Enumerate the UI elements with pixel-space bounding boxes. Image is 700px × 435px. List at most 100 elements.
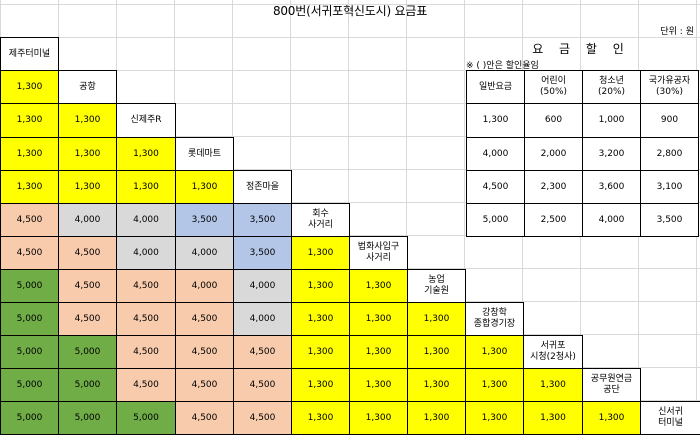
fare-cell: 4,500 <box>233 401 292 435</box>
discount-value-cell: 3,100 <box>640 170 699 204</box>
fare-cell: 5,000 <box>116 401 176 435</box>
fare-cell: 1,300 <box>349 368 408 402</box>
fare-cell: 1,300 <box>291 302 350 336</box>
fare-cell: 1,300 <box>465 401 524 435</box>
discount-value-cell: 2,000 <box>524 137 583 171</box>
station-header-cell: 신제주R <box>116 103 176 138</box>
fare-cell: 4,500 <box>58 269 117 303</box>
discount-note: ※ ( )안은 할인율임 <box>466 61 539 71</box>
fare-cell: 1,300 <box>116 137 176 171</box>
fare-cell: 1,300 <box>291 269 350 303</box>
discount-value-cell: 4,000 <box>582 203 641 237</box>
fare-cell: 1,300 <box>407 368 466 402</box>
fare-cell: 1,300 <box>349 401 408 435</box>
station-header-cell: 농업 기술원 <box>407 269 466 303</box>
fare-cell: 1,300 <box>0 170 59 204</box>
discount-value-cell: 1,000 <box>582 103 641 138</box>
fare-cell: 4,000 <box>116 203 176 237</box>
fare-cell: 4,000 <box>116 236 176 270</box>
fare-cell: 1,300 <box>349 335 408 369</box>
fare-cell: 4,500 <box>116 368 176 402</box>
fare-cell: 4,500 <box>116 269 176 303</box>
fare-cell: 1,300 <box>407 302 466 336</box>
fare-cell: 1,300 <box>175 170 234 204</box>
fare-cell: 4,500 <box>0 236 59 270</box>
fare-cell: 4,500 <box>175 368 234 402</box>
fare-cell: 3,500 <box>175 203 234 237</box>
discount-value-cell: 5,000 <box>466 203 525 237</box>
discount-value-cell: 900 <box>640 103 699 138</box>
fare-cell: 4,000 <box>233 269 292 303</box>
fare-cell: 1,300 <box>0 137 59 171</box>
discount-header-cell: 국가유공자 (30%) <box>640 70 699 104</box>
station-header-cell: 법화사입구 사거리 <box>349 236 408 270</box>
discount-header-cell: 청소년 (20%) <box>582 70 641 104</box>
fare-cell: 1,300 <box>523 401 583 435</box>
fare-cell: 4,500 <box>0 203 59 237</box>
fare-cell: 5,000 <box>0 401 59 435</box>
fare-cell: 4,500 <box>116 302 176 336</box>
fare-cell: 1,300 <box>465 368 524 402</box>
fare-cell: 1,300 <box>58 137 117 171</box>
fare-cell: 1,300 <box>0 70 59 104</box>
fare-cell: 4,500 <box>175 302 234 336</box>
station-header-cell: 제주터미널 <box>0 37 59 71</box>
discount-value-cell: 2,300 <box>524 170 583 204</box>
discount-title: 요 금 할 인 <box>532 42 630 56</box>
station-header-cell: 공항 <box>58 70 117 104</box>
discount-value-cell: 4,500 <box>466 170 525 204</box>
fare-cell: 5,000 <box>0 269 59 303</box>
fare-cell: 1,300 <box>407 335 466 369</box>
page-title: 800번(서귀포혁신도시) 요금표 <box>272 4 428 18</box>
fare-cell: 3,500 <box>233 236 292 270</box>
discount-value-cell: 1,300 <box>466 103 525 138</box>
discount-header-cell: 어린이 (50%) <box>524 70 583 104</box>
fare-cell: 1,300 <box>291 335 350 369</box>
fare-cell: 4,500 <box>58 302 117 336</box>
fare-cell: 4,500 <box>233 335 292 369</box>
discount-value-cell: 4,000 <box>466 137 525 171</box>
station-header-cell: 강창학 종합경기장 <box>465 302 524 336</box>
station-header-cell: 공무원연금 공단 <box>582 368 641 402</box>
unit-label: 단위 : 원 <box>660 27 694 37</box>
station-header-cell: 정존마을 <box>233 170 292 204</box>
fare-cell: 4,000 <box>175 269 234 303</box>
fare-cell: 5,000 <box>58 335 117 369</box>
station-header-cell: 롯데마트 <box>175 137 234 171</box>
station-header-cell: 서귀포 시청(2청사) <box>523 335 583 369</box>
fare-cell: 5,000 <box>0 302 59 336</box>
fare-cell: 1,300 <box>465 335 524 369</box>
station-header-cell: 신서귀 터미널 <box>640 401 700 435</box>
fare-cell: 5,000 <box>0 368 59 402</box>
fare-cell: 4,500 <box>233 368 292 402</box>
fare-cell: 1,300 <box>407 401 466 435</box>
fare-cell: 1,300 <box>582 401 641 435</box>
fare-cell: 4,500 <box>175 335 234 369</box>
fare-cell: 4,000 <box>233 302 292 336</box>
fare-cell: 3,500 <box>233 203 292 237</box>
fare-cell: 4,000 <box>175 236 234 270</box>
fare-cell: 1,300 <box>58 170 117 204</box>
fare-cell: 1,300 <box>291 368 350 402</box>
fare-cell: 1,300 <box>523 368 583 402</box>
fare-cell: 4,500 <box>58 236 117 270</box>
fare-cell: 1,300 <box>116 170 176 204</box>
fare-cell: 4,500 <box>116 335 176 369</box>
discount-value-cell: 600 <box>524 103 583 138</box>
fare-cell: 1,300 <box>58 103 117 138</box>
fare-cell: 4,500 <box>175 401 234 435</box>
fare-cell: 5,000 <box>58 368 117 402</box>
fare-cell: 1,300 <box>291 401 350 435</box>
station-header-cell: 회수 사거리 <box>291 203 350 237</box>
discount-value-cell: 2,800 <box>640 137 699 171</box>
fare-cell: 1,300 <box>349 302 408 336</box>
discount-value-cell: 3,600 <box>582 170 641 204</box>
discount-value-cell: 3,200 <box>582 137 641 171</box>
fare-cell: 1,300 <box>291 236 350 270</box>
fare-cell: 5,000 <box>58 401 117 435</box>
fare-cell: 5,000 <box>0 335 59 369</box>
discount-value-cell: 3,500 <box>640 203 699 237</box>
discount-header-cell: 일반요금 <box>466 70 525 104</box>
fare-cell: 4,000 <box>58 203 117 237</box>
fare-cell: 1,300 <box>0 103 59 138</box>
